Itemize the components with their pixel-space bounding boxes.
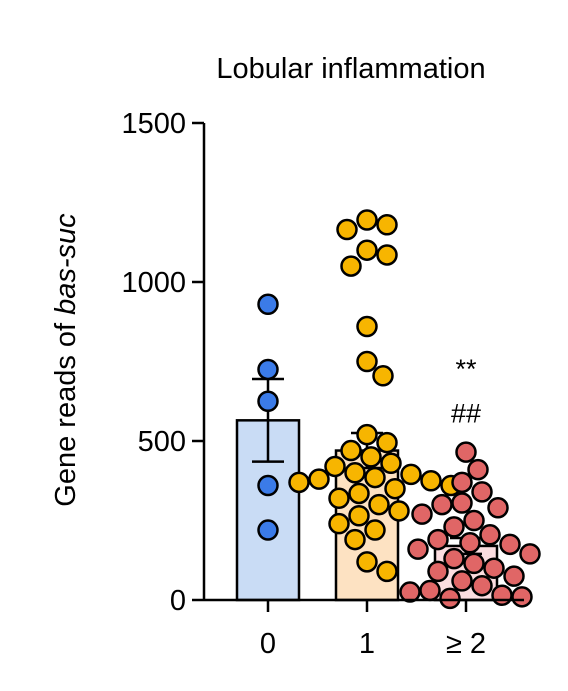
axes-layer: 0 500 1000 1500 0 1 ≥ 2	[121, 108, 524, 660]
data-point	[384, 477, 406, 500]
significance-annotation: **	[455, 354, 477, 384]
y-axis-label: Gene reads of bas-suc	[50, 213, 82, 507]
data-point	[479, 524, 501, 546]
data-point	[356, 423, 378, 446]
data-point	[364, 466, 386, 489]
data-point	[443, 547, 465, 570]
data-point	[459, 532, 481, 554]
data-point	[419, 579, 441, 602]
annotations-layer: ** ##	[451, 354, 481, 429]
data-point	[451, 492, 473, 514]
y-tick-label: 1500	[121, 108, 186, 140]
data-point	[257, 474, 279, 497]
data-point	[328, 512, 350, 535]
y-tick-label: 0	[170, 585, 186, 617]
data-point	[257, 358, 279, 381]
data-point	[420, 470, 442, 492]
y-axis-label-italic: bas-suc	[50, 213, 82, 315]
data-point	[348, 482, 370, 505]
data-point	[439, 587, 461, 610]
data-point	[483, 557, 505, 579]
data-point	[344, 462, 366, 484]
data-point	[463, 552, 485, 575]
data-point	[288, 471, 310, 494]
data-point	[356, 551, 378, 573]
data-point	[400, 463, 422, 486]
data-point	[344, 528, 366, 551]
data-point	[364, 519, 386, 541]
data-point	[499, 533, 521, 556]
data-point	[411, 503, 433, 525]
data-point	[388, 500, 410, 522]
data-point	[328, 487, 350, 509]
data-point	[336, 218, 358, 241]
data-point	[372, 365, 394, 387]
data-point	[356, 350, 378, 373]
data-point	[455, 441, 477, 463]
data-point	[376, 244, 398, 266]
data-point	[257, 519, 279, 541]
data-point	[376, 431, 398, 454]
data-point	[487, 497, 509, 519]
y-axis-label-prefix: Gene reads of	[50, 315, 82, 507]
data-point	[471, 481, 493, 503]
data-point	[368, 493, 390, 516]
data-point	[503, 565, 525, 587]
significance-annotation: ##	[451, 398, 481, 428]
data-point	[511, 586, 533, 608]
data-point	[340, 439, 362, 462]
data-point	[427, 528, 449, 551]
data-point	[399, 581, 421, 603]
data-point	[356, 209, 378, 231]
data-point	[467, 458, 489, 481]
y-tick-label: 1000	[121, 267, 186, 299]
data-point	[356, 239, 378, 261]
data-point	[471, 574, 493, 597]
chart-title: Lobular inflammation	[216, 53, 485, 85]
x-tick-label: ≥ 2	[446, 628, 486, 660]
data-points-layer	[257, 209, 541, 610]
data-point	[380, 452, 402, 475]
data-point	[308, 468, 330, 490]
x-tick-label: 1	[359, 628, 375, 660]
data-point	[519, 543, 541, 565]
data-point	[360, 446, 382, 468]
data-point	[491, 584, 513, 606]
data-point	[324, 455, 346, 478]
data-point	[257, 293, 279, 316]
y-tick-label: 500	[138, 426, 186, 458]
data-point	[340, 255, 362, 277]
data-point	[376, 214, 398, 236]
data-point	[257, 390, 279, 412]
data-point	[356, 315, 378, 338]
data-point	[376, 560, 398, 583]
data-point	[348, 504, 370, 527]
data-point	[431, 493, 453, 516]
data-point	[451, 471, 473, 494]
data-point	[407, 538, 429, 560]
data-point	[451, 570, 473, 592]
data-point	[427, 560, 449, 583]
data-point	[463, 509, 485, 532]
x-tick-label: 0	[260, 628, 276, 660]
data-point	[443, 516, 465, 538]
